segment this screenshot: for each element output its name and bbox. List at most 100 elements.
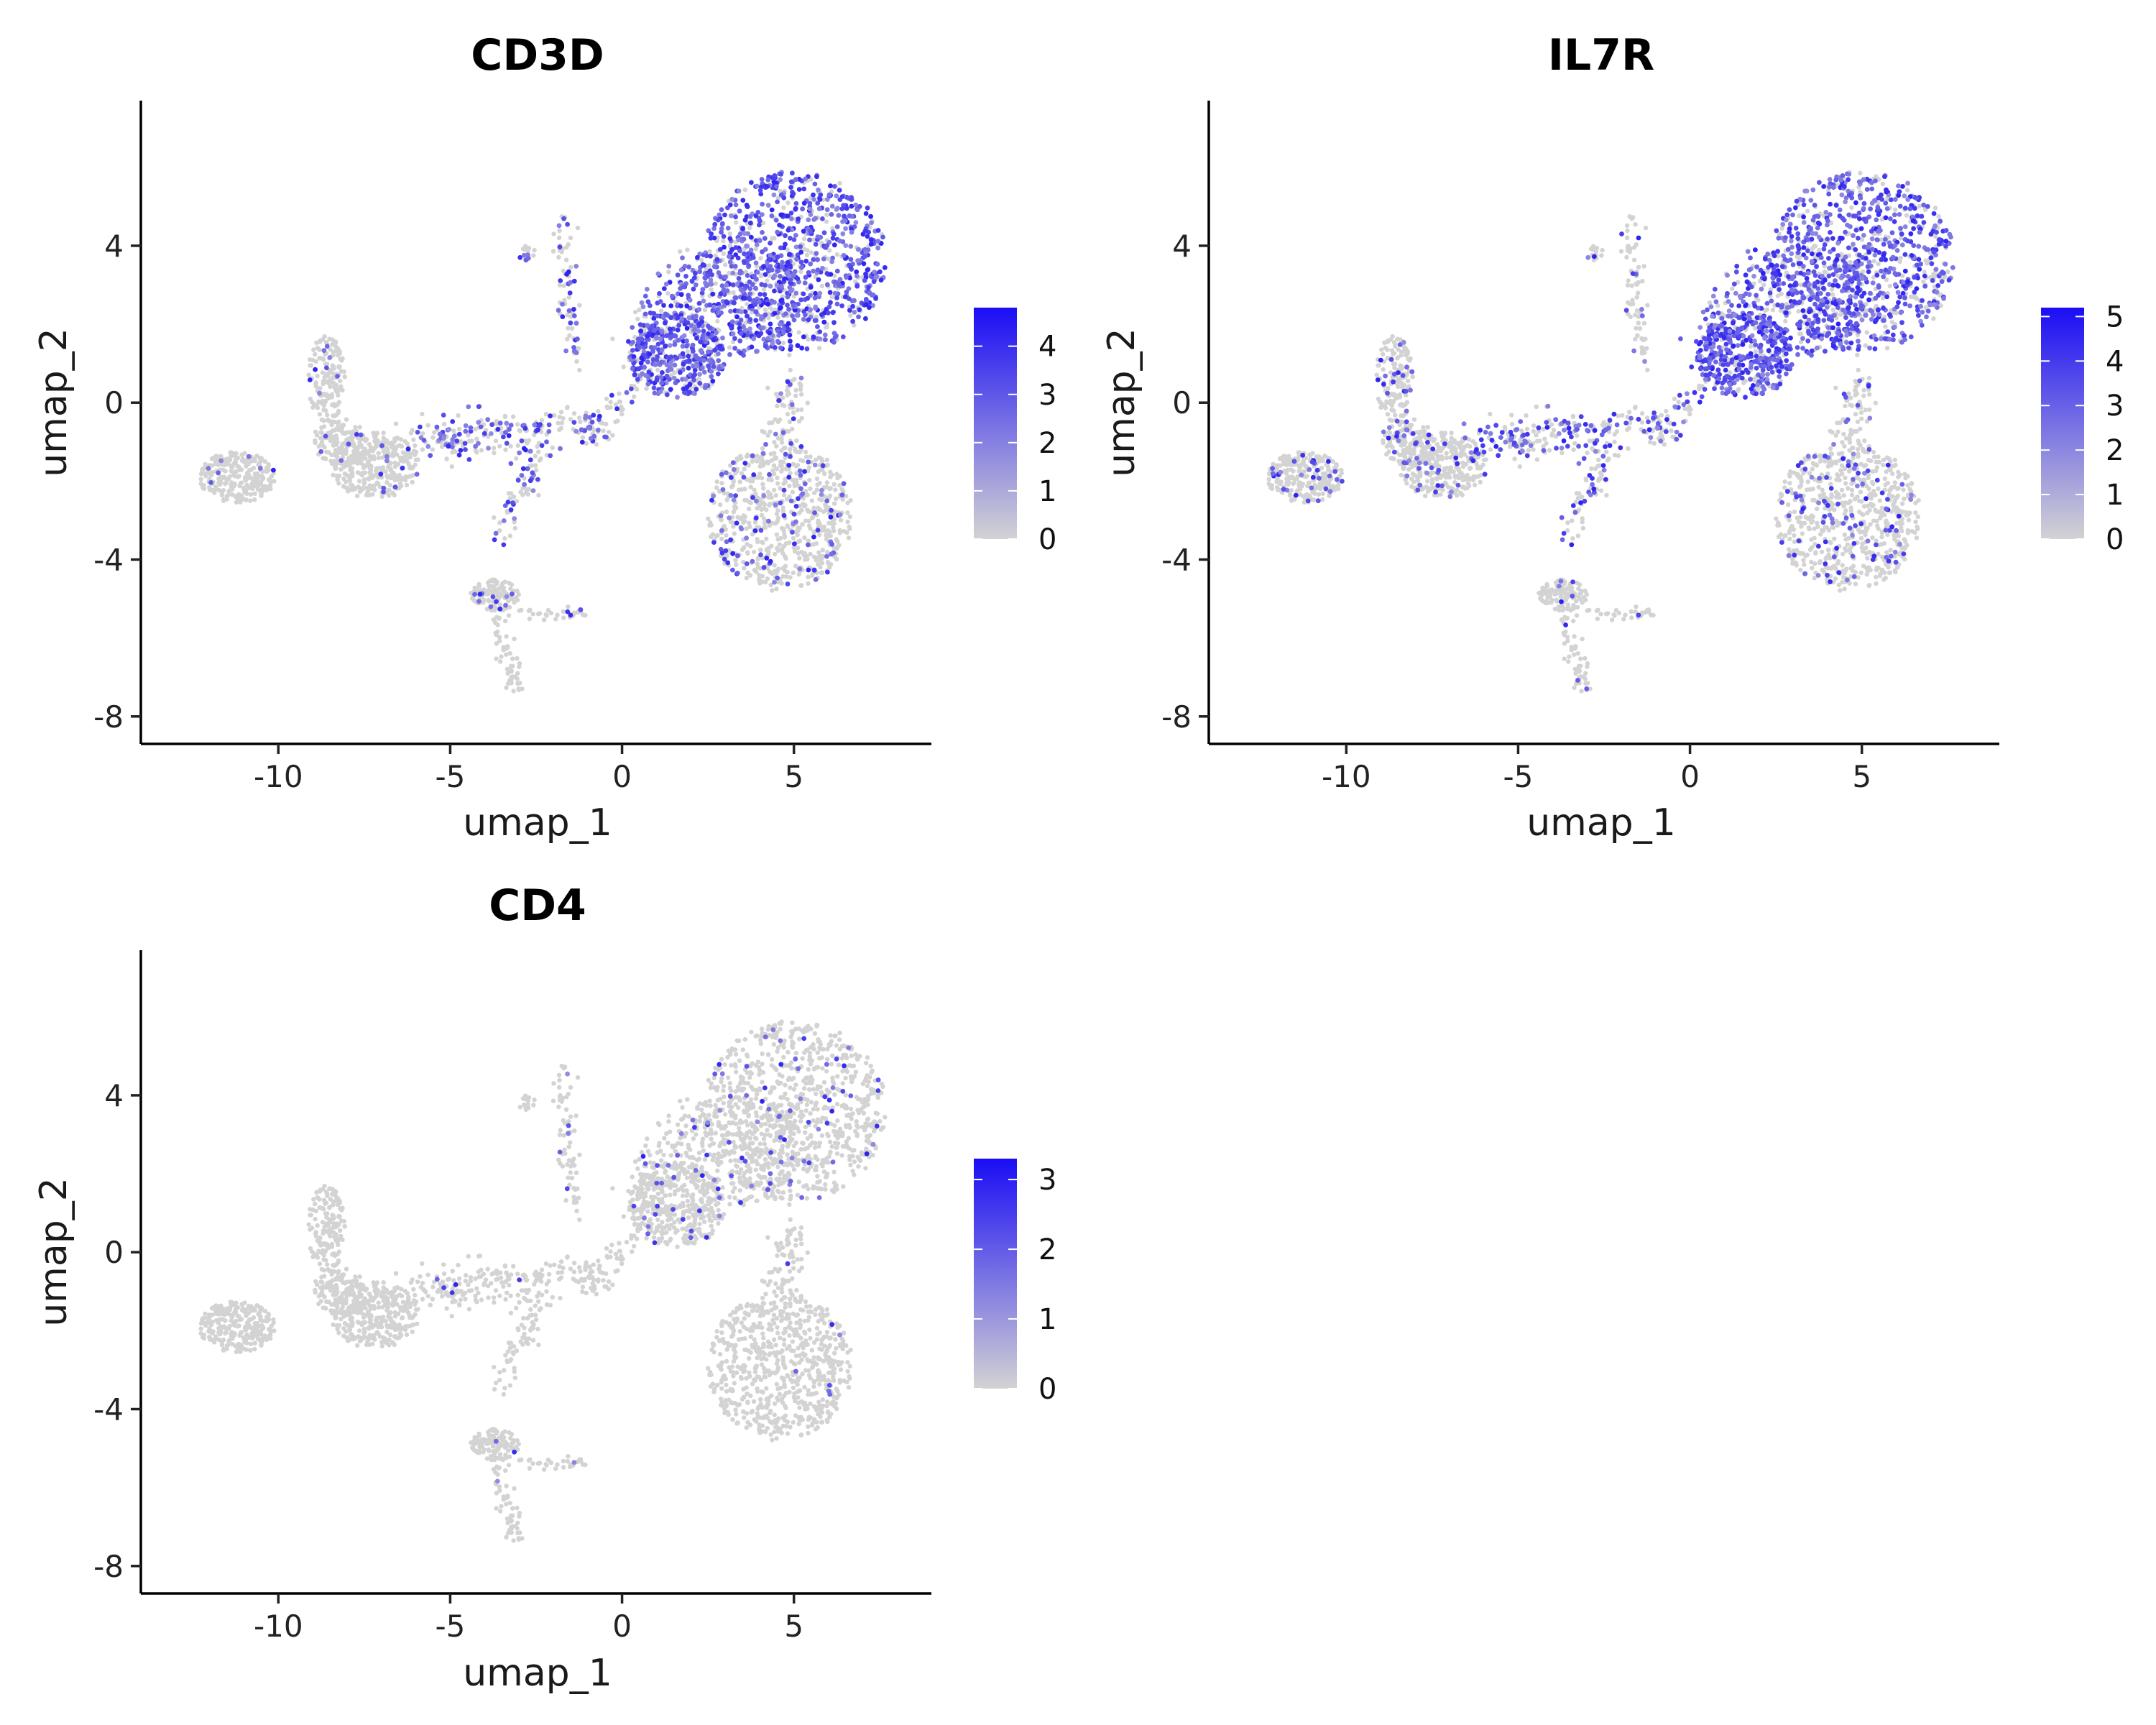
cell-point	[660, 370, 665, 375]
cell-point	[1841, 493, 1846, 498]
cell-point	[794, 479, 799, 484]
cell-point	[755, 210, 761, 215]
cell-point	[738, 525, 744, 530]
cell-point	[733, 214, 738, 220]
cell-point	[494, 599, 499, 604]
cell-point	[1823, 556, 1828, 561]
cell-point	[704, 283, 709, 289]
cell-point	[790, 489, 796, 494]
cell-point	[806, 317, 811, 323]
cell-point	[1881, 462, 1886, 468]
cell-point	[1883, 575, 1888, 581]
cell-point	[758, 316, 764, 322]
cell-point	[1856, 451, 1861, 456]
cell-point	[773, 455, 778, 460]
cell-point	[837, 530, 843, 535]
cell-point	[854, 283, 860, 289]
cell-point	[790, 170, 795, 176]
cell-point	[755, 536, 760, 542]
cell-point	[508, 663, 514, 668]
cell-point	[772, 236, 777, 241]
cell-point	[757, 238, 763, 244]
cell-point	[831, 482, 837, 487]
cell-point	[779, 264, 785, 270]
cell-point	[664, 373, 670, 379]
cell-point	[466, 457, 472, 462]
cell-point	[743, 270, 749, 275]
cell-point	[1874, 574, 1879, 579]
cell-point	[775, 199, 780, 205]
cell-point	[506, 433, 512, 438]
cell-point	[686, 293, 691, 298]
cell-point	[782, 403, 787, 408]
cell-point	[753, 492, 758, 497]
cell-point	[709, 523, 714, 528]
cell-point	[824, 243, 830, 248]
cell-point	[709, 374, 714, 380]
cell-point	[1922, 270, 1927, 275]
cell-point	[232, 471, 237, 477]
cell-point	[798, 387, 803, 392]
cell-point	[441, 413, 446, 418]
cell-point	[239, 480, 244, 485]
cell-point	[744, 283, 750, 289]
cell-point	[492, 515, 497, 520]
cell-point	[825, 462, 830, 467]
cell-point	[741, 236, 747, 242]
colorbar-tick-label: 4	[1038, 331, 1056, 364]
cell-point	[774, 532, 780, 538]
cell-point	[237, 467, 243, 473]
cell-point	[367, 492, 372, 497]
cell-point	[733, 295, 739, 300]
cell-point	[561, 268, 566, 273]
cell-point	[829, 212, 834, 217]
cell-point	[780, 259, 785, 265]
cell-point	[1853, 581, 1858, 586]
cell-point	[632, 309, 638, 315]
cell-point	[807, 201, 813, 206]
cell-point	[719, 518, 724, 523]
cell-point	[800, 522, 805, 527]
cell-point	[734, 314, 740, 320]
cell-point	[1849, 492, 1855, 497]
cell-point	[719, 207, 724, 213]
cell-point	[331, 375, 336, 380]
cell-point	[845, 510, 850, 515]
cell-point	[535, 427, 540, 433]
cell-point	[336, 473, 342, 479]
cell-point	[333, 344, 338, 349]
cell-point	[497, 594, 502, 599]
cell-point	[331, 349, 336, 354]
cell-point	[444, 456, 449, 461]
cell-point	[730, 270, 736, 276]
cell-point	[826, 248, 832, 253]
cell-point	[837, 512, 843, 518]
cell-point	[747, 303, 753, 309]
cell-point	[757, 573, 762, 578]
cell-point	[1907, 510, 1912, 515]
cell-point	[1833, 489, 1839, 494]
cell-point	[780, 467, 785, 472]
cell-point	[766, 518, 771, 524]
cell-point	[346, 456, 351, 461]
cell-point	[583, 612, 588, 618]
cell-point	[760, 325, 766, 331]
cell-point	[820, 459, 825, 464]
cell-point	[1777, 523, 1782, 528]
cell-point	[794, 257, 800, 262]
cell-point	[750, 479, 755, 484]
cell-point	[738, 331, 744, 336]
cell-point	[399, 477, 405, 482]
cell-point	[252, 458, 257, 464]
cell-point	[335, 402, 340, 408]
cell-point	[717, 502, 723, 507]
cell-point	[1812, 526, 1817, 531]
cell-point	[653, 362, 658, 367]
cell-point	[563, 257, 569, 262]
cell-point	[367, 454, 372, 459]
cell-point	[742, 251, 747, 257]
cell-point	[550, 249, 556, 254]
cell-point	[834, 301, 840, 307]
cell-point	[503, 447, 508, 452]
